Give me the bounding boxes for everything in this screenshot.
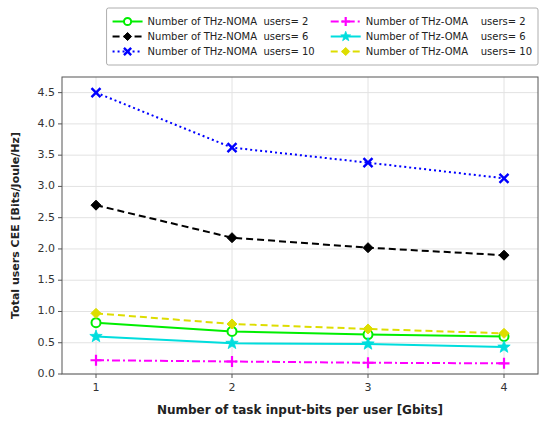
data-point [91,200,101,210]
legend-label: Number of THz-OMA users= 6 [366,31,526,42]
legend-label: Number of THz-NOMA users= 2 [148,16,309,27]
tick-label-y: 3.0 [38,179,56,192]
data-point [228,143,237,152]
legend-label: Number of THz-OMA users= 2 [366,16,526,27]
data-point [499,358,510,369]
legend-label: Number of THz-OMA users= 10 [366,46,532,57]
tick-label-y: 4.5 [38,86,56,99]
data-point [363,357,374,368]
series [92,318,509,341]
tick-label-y: 1.5 [38,273,56,286]
series [91,355,510,369]
data-point [90,330,102,342]
tick-label-y: 0.5 [38,336,56,349]
series-line [96,360,504,363]
legend-swatch-marker [124,48,131,55]
plot-data [90,88,510,369]
legend-swatch-marker [124,33,132,41]
data-point [500,174,509,183]
data-point [499,328,509,338]
legend-swatch-marker [341,17,350,26]
tick-label-y: 2.0 [38,242,56,255]
data-point [363,324,373,334]
tick-x [368,374,369,378]
tick-y [58,123,62,124]
tick-y [58,155,62,156]
tick-x [96,374,97,378]
tick-y [58,92,62,93]
tick-label-x: 3 [365,381,372,394]
plot-frame [62,77,538,374]
data-point [91,308,101,318]
data-point [227,356,238,367]
series [90,330,510,352]
legend-item: Number of THz-OMA users= 2 [331,16,526,27]
series-line [96,323,504,337]
tick-y [58,217,62,218]
legend-box [107,8,538,65]
data-point [227,319,237,329]
data-point [227,233,237,243]
legend-swatch-marker [341,31,351,40]
data-point [92,318,101,327]
data-point [226,337,238,349]
grid-line-y [62,311,538,312]
grid [62,77,538,374]
legend-item: Number of THz-NOMA users= 2 [113,16,309,27]
data-point [362,337,374,349]
grid-line-y [62,186,538,187]
data-point [499,250,509,260]
tick-label-x: 4 [501,381,508,394]
series [91,200,509,260]
grid-line-y [62,217,538,218]
tick-label-y: 2.5 [38,211,56,224]
data-point [91,355,102,366]
tick-y [58,311,62,312]
data-point [363,243,373,253]
tick-label-y: 1.0 [38,304,56,317]
legend: Number of THz-NOMA users= 2 Number of THz… [107,8,538,65]
tick-y [58,186,62,187]
series-line [96,93,504,179]
legend-swatch-marker [342,48,350,56]
data-point [364,158,373,167]
grid-line-y [62,123,538,124]
tick-y [58,374,62,375]
tick-y [58,248,62,249]
tick-label-y: 3.5 [38,148,56,161]
y-axis-label: Total users CEE [Bits/Joule/Hz] [9,132,22,319]
tick-x [504,374,505,378]
legend-item: Number of THz-NOMA users= 10 [113,46,315,57]
tick-label-y: 0.0 [38,367,56,380]
axes: 0.0 0.5 1.0 1.5 2.0 2.5 3.0 3.5 4.0 4.5 1 2 3 4 [38,86,508,394]
tick-label-y: 4.0 [38,117,56,130]
data-point [498,341,510,353]
legend-label: Number of THz-NOMA users= 10 [148,46,315,57]
tick-label-x: 2 [229,381,236,394]
series-line [96,205,504,255]
x-axis-label: Number of task input-bits per user [Gbit… [157,403,443,417]
series [91,308,509,338]
tick-label-x: 1 [93,381,100,394]
legend-item: Number of THz-OMA users= 10 [331,46,532,57]
tick-y [58,342,62,343]
legend-label: Number of THz-NOMA users= 6 [148,31,309,42]
grid-line-y [62,248,538,249]
chart: 0.0 0.5 1.0 1.5 2.0 2.5 3.0 3.5 4.0 4.5 1 2 3 4 Number… [0,0,552,430]
series-line [96,313,504,333]
grid-line-y [62,92,538,93]
tick-y [58,280,62,281]
tick-x [232,374,233,378]
series-line [96,336,504,347]
legend-swatch-marker [124,18,131,25]
legend-item: Number of THz-OMA users= 6 [331,31,526,42]
grid-line-y [62,280,538,281]
data-point [92,88,101,97]
series [92,88,509,183]
legend-item: Number of THz-NOMA users= 6 [113,31,309,42]
